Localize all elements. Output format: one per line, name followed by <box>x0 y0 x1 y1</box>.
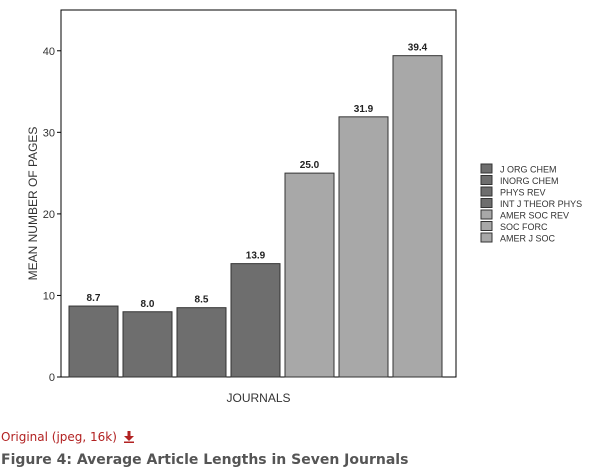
bar-value-label: 8.7 <box>87 293 101 304</box>
bar-chart: 0 10 20 30 40 8.7 8.0 8.5 13.9 25.0 31.9 39.4 JOURNA… <box>26 9 582 405</box>
y-tick-label: 10 <box>43 290 55 302</box>
bar-value-label: 31.9 <box>354 104 374 115</box>
y-tick-label: 30 <box>43 127 55 139</box>
y-tick-label: 20 <box>43 209 55 221</box>
bar-value-label: 39.4 <box>408 43 428 54</box>
download-arrow-icon <box>123 431 134 446</box>
bar <box>122 311 173 378</box>
legend-label: J ORG CHEM <box>500 165 557 175</box>
bar <box>392 55 443 378</box>
legend-label: INORG CHEM <box>500 176 559 186</box>
legend-label: AMER J SOC <box>500 234 556 244</box>
bar-value-label: 8.0 <box>141 299 155 310</box>
chart-svg: 0 10 20 30 40 8.7 8.0 8.5 13.9 25.0 31.9 39.4 JOURNA… <box>26 9 582 405</box>
y-axis-label: MEAN NUMBER OF PAGES <box>26 127 40 281</box>
legend-label: INT J THEOR PHYS <box>500 199 582 209</box>
legend-swatch <box>480 198 493 208</box>
x-axis-label: JOURNALS <box>226 391 290 405</box>
legend-swatch <box>480 175 493 185</box>
legend-label: SOC FORC <box>500 222 548 232</box>
legend-swatch <box>480 163 493 174</box>
bar <box>68 305 119 378</box>
legend-swatch <box>480 209 493 220</box>
bar-value-label: 13.9 <box>246 251 266 262</box>
bar <box>338 116 389 378</box>
bar-value-label: 25.0 <box>300 160 320 171</box>
figure-caption: Figure 4: Average Article Lengths in Sev… <box>1 452 409 468</box>
bar <box>176 307 227 378</box>
y-tick-label: 0 <box>49 372 55 384</box>
legend-swatch <box>480 186 493 197</box>
legend-swatch <box>480 232 493 243</box>
original-image-link[interactable]: Original (jpeg, 16k) <box>1 430 134 446</box>
bar <box>230 263 281 378</box>
legend-swatch <box>480 221 493 231</box>
bar-value-label: 8.5 <box>195 295 209 306</box>
bar <box>284 172 335 378</box>
legend-label: PHYS REV <box>500 188 546 198</box>
y-tick-label: 40 <box>43 46 55 58</box>
legend-label: AMER SOC REV <box>500 211 569 221</box>
original-link-label: Original (jpeg, 16k) <box>1 430 117 444</box>
